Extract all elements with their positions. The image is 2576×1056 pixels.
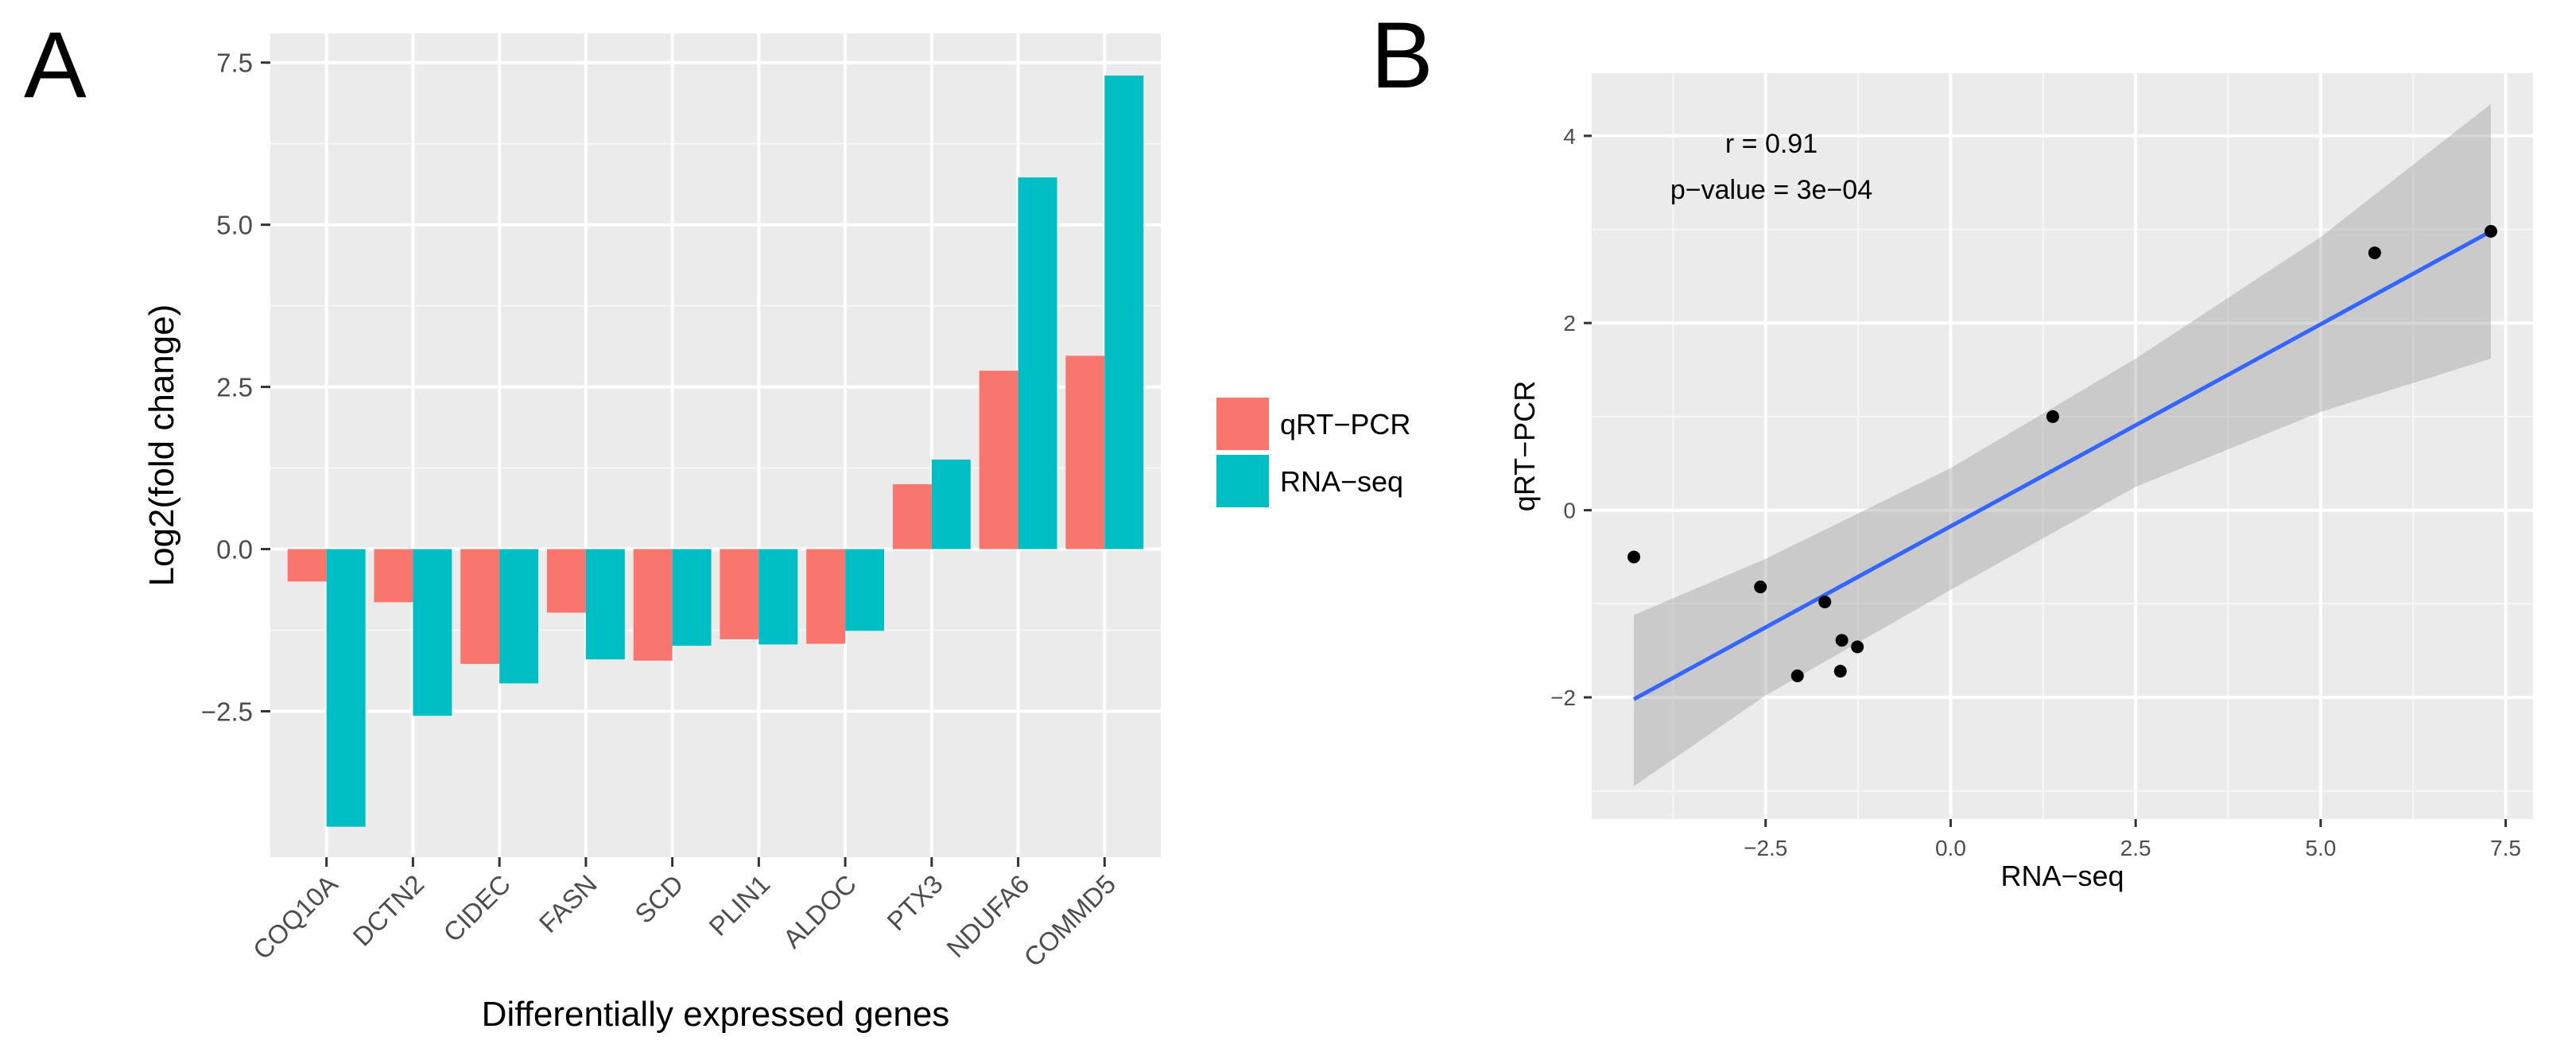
bar-chart-panel-a: −2.5 0.0 2.5 5.0 7.5 COQ10A DCTN2 CIDEC FASN SCD… (142, 33, 1410, 1034)
x-tick-label: 5.0 (2305, 836, 2336, 860)
scatter-point (1754, 580, 1767, 594)
x-tick-label: −2.5 (1744, 836, 1787, 860)
bar-qrt-pcr-commd5 (1065, 355, 1105, 549)
scatter-plot-background (1592, 73, 2533, 819)
scatter-y-ticks: −2 0 2 4 (1550, 124, 1592, 710)
scatter-y-axis-title: qRT−PCR (1508, 381, 1541, 511)
x-tick-label: COMMD5 (1018, 869, 1121, 973)
y-tick-label: 2.5 (216, 373, 253, 402)
panel-label-b: B (1371, 3, 1433, 108)
bar-qrt-pcr-scd (633, 549, 673, 661)
confidence-band (1634, 103, 2491, 786)
x-tick-label: 0.0 (1935, 836, 1966, 860)
bar-rna-seq-ptx3 (931, 459, 971, 549)
bar-rna-seq-coq10a (326, 549, 366, 827)
bar-chart-bars (287, 76, 1144, 827)
scatter-point (1835, 634, 1849, 647)
scatter-point (2046, 410, 2059, 423)
bar-qrt-pcr-aldoc (806, 549, 846, 644)
scatter-point (1833, 665, 1847, 678)
bar-rna-seq-aldoc (845, 549, 885, 631)
x-tick-label: FASN (533, 869, 603, 938)
x-tick-label: 2.5 (2120, 836, 2151, 860)
bar-chart-x-ticks: COQ10A DCTN2 CIDEC FASN SCD PLIN1 ALDOC PTX3NDU… (247, 857, 1121, 973)
p-value-annotation: p−value = 3e−04 (1670, 175, 1872, 205)
bar-qrt-pcr-coq10a (287, 549, 327, 582)
bar-qrt-pcr-ndufa6 (979, 371, 1018, 549)
legend-label-rna-seq: RNA−seq (1280, 465, 1403, 498)
legend-key-rna-seq (1216, 455, 1269, 507)
bar-qrt-pcr-ptx3 (892, 483, 932, 549)
bar-chart-y-axis-title: Log2(fold change) (142, 305, 181, 587)
scatter-x-ticks: −2.5 0.0 2.5 5.0 7.5 (1744, 819, 2521, 860)
scatter-x-axis-title: RNA−seq (2000, 860, 2124, 892)
regression-line (1632, 229, 2493, 701)
legend-label-qrt-pcr: qRT−PCR (1280, 408, 1410, 441)
y-tick-label: 7.5 (216, 49, 253, 78)
x-tick-label: PLIN1 (703, 869, 775, 941)
bar-rna-seq-commd5 (1104, 76, 1144, 549)
scatter-gridlines (1592, 73, 2533, 819)
y-tick-label: −2.5 (201, 697, 253, 726)
correlation-annotation: r = 0.91 (1725, 129, 1818, 159)
y-tick-label: 5.0 (216, 211, 253, 240)
y-tick-label: 0.0 (216, 535, 253, 565)
x-tick-label: PTX3 (881, 869, 949, 937)
x-tick-label: SCD (629, 869, 689, 929)
x-tick-label: COQ10A (247, 869, 343, 965)
scatter-points (1627, 224, 2497, 682)
x-tick-label: 7.5 (2490, 836, 2521, 860)
x-tick-label: ALDOC (777, 869, 862, 954)
y-tick-label: 0 (1563, 499, 1576, 523)
bar-chart-y-ticks: −2.5 0.0 2.5 5.0 7.5 (201, 49, 270, 726)
panel-label-a: A (24, 13, 87, 118)
x-tick-label: DCTN2 (347, 869, 429, 952)
scatter-point (1818, 595, 1832, 608)
y-tick-label: 2 (1563, 311, 1576, 336)
bar-qrt-pcr-fasn (546, 549, 586, 613)
bar-chart-x-axis-title: Differentially expressed genes (482, 995, 950, 1034)
bar-rna-seq-fasn (585, 549, 625, 660)
bar-rna-seq-dctn2 (413, 549, 452, 716)
bar-rna-seq-ndufa6 (1018, 177, 1057, 549)
legend-key-qrt-pcr (1216, 398, 1269, 450)
bar-qrt-pcr-dctn2 (374, 549, 413, 603)
bar-rna-seq-scd (672, 549, 712, 646)
scatter-point (1790, 669, 1804, 682)
bar-rna-seq-cidec (499, 549, 539, 684)
y-tick-label: −2 (1550, 685, 1576, 710)
bar-qrt-pcr-cidec (460, 549, 500, 664)
bar-chart-legend: qRT−PCR RNA−seq (1216, 398, 1410, 507)
bar-qrt-pcr-plin1 (720, 549, 759, 639)
scatter-panel-b: −2 0 2 4 −2.5 0.0 2.5 5.0 7.5 r = 0.91 p−value … (1508, 73, 2533, 892)
scatter-point (2484, 224, 2497, 238)
scatter-point (1851, 640, 1864, 654)
bar-rna-seq-plin1 (758, 549, 798, 645)
scatter-point (2368, 246, 2381, 259)
y-tick-label: 4 (1563, 124, 1576, 149)
x-tick-label: CIDEC (437, 869, 516, 948)
scatter-point (1627, 550, 1641, 564)
